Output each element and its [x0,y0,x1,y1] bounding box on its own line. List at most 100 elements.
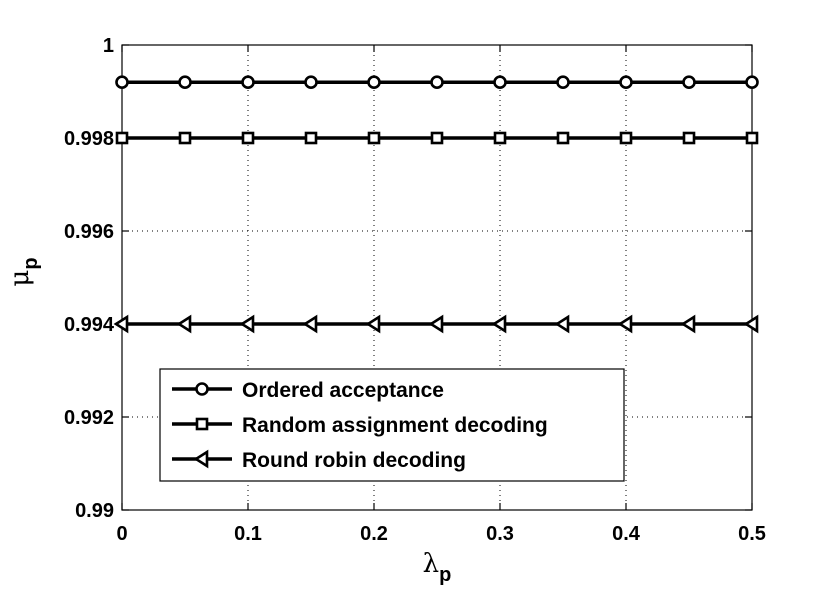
plot-area-frame [121,44,753,511]
square-marker [619,131,633,145]
circle-marker [619,75,633,89]
data-point [556,131,570,145]
data-point [493,131,507,145]
legend-label: Round robin decoding [242,449,466,472]
data-point [304,75,318,89]
y-tick-label: 0.994 [64,314,115,336]
circle-marker [195,382,209,396]
data-point [680,314,696,334]
data-point [178,131,192,145]
data-point [178,75,192,89]
data-point [115,75,129,89]
triangle-left-marker [743,314,759,334]
triangle-left-marker [680,314,696,334]
x-tick-label: 0.5 [738,523,766,545]
data-point [113,314,129,334]
triangle-left-marker [554,314,570,334]
circle-marker [367,75,381,89]
square-marker [304,131,318,145]
series-square [115,131,759,145]
data-point [304,131,318,145]
axis-ticks: 0 0.1 0.2 0.3 0.4 0.5 0.99 0.992 0.994 0.996 0.998… [64,35,766,545]
x-tick-label: 0.2 [360,523,388,545]
x-tick-label: 0.3 [486,523,514,545]
legend-label: Random assignment decoding [242,414,548,437]
x-tick-label: 0.1 [234,523,262,545]
data-point [241,75,255,89]
y-axis-label-symbol: μ [5,270,35,287]
series-triangle-left [113,314,759,334]
y-tick-label: 0.998 [64,128,114,150]
y-tick-label: 1 [103,35,114,57]
square-marker [115,131,129,145]
data-point [367,131,381,145]
data-point [430,75,444,89]
data-point [617,314,633,334]
data-point [682,131,696,145]
square-marker [367,131,381,145]
triangle-left-marker [113,314,129,334]
triangle-left-marker [617,314,633,334]
legend-item: Ordered acceptance [172,379,444,402]
square-marker [745,131,759,145]
data-point [619,131,633,145]
legend-box [159,368,625,482]
legend-label: Ordered acceptance [242,379,444,402]
data-point [430,131,444,145]
y-tick-label: 0.996 [64,221,114,243]
data-point [745,131,759,145]
circle-marker [178,75,192,89]
legend-item: Random assignment decoding [172,414,548,437]
circle-marker [556,75,570,89]
y-tick-label: 0.99 [75,500,114,522]
triangle-left-marker [239,314,255,334]
y-tick-label: 0.992 [64,407,114,429]
data-point [241,131,255,145]
circle-marker [115,75,129,89]
legend: Ordered acceptance Random assignment deco… [159,368,625,482]
circle-marker [430,75,444,89]
y-axis-label: μp [5,257,42,286]
square-marker [178,131,192,145]
data-point [176,314,192,334]
square-marker [241,131,255,145]
square-marker [682,131,696,145]
series [113,75,759,334]
data-point [428,314,444,334]
x-axis-label: λp [423,549,452,586]
circle-marker [304,75,318,89]
data-point [493,75,507,89]
data-point [682,75,696,89]
data-point [554,314,570,334]
data-point [556,75,570,89]
data-point [302,314,318,334]
data-point [115,131,129,145]
circle-marker [241,75,255,89]
data-point [743,314,759,334]
legend-item: Round robin decoding [172,449,466,472]
x-tick-label: 0.4 [612,523,641,545]
circle-marker [493,75,507,89]
square-marker [430,131,444,145]
circle-marker [745,75,759,89]
square-marker [556,131,570,145]
data-point [239,314,255,334]
data-point [745,75,759,89]
triangle-left-marker [302,314,318,334]
y-axis-label-subscript: p [20,257,42,269]
triangle-left-marker [176,314,192,334]
data-point [619,75,633,89]
x-tick-label: 0 [116,523,127,545]
triangle-left-marker [193,449,209,469]
triangle-left-marker [365,314,381,334]
x-axis-label-symbol: λ [423,549,439,579]
triangle-left-marker [491,314,507,334]
data-point [365,314,381,334]
circle-marker [682,75,696,89]
square-marker [195,417,209,431]
x-axis-label-subscript: p [439,564,451,586]
data-point [367,75,381,89]
data-point [491,314,507,334]
triangle-left-marker [428,314,444,334]
